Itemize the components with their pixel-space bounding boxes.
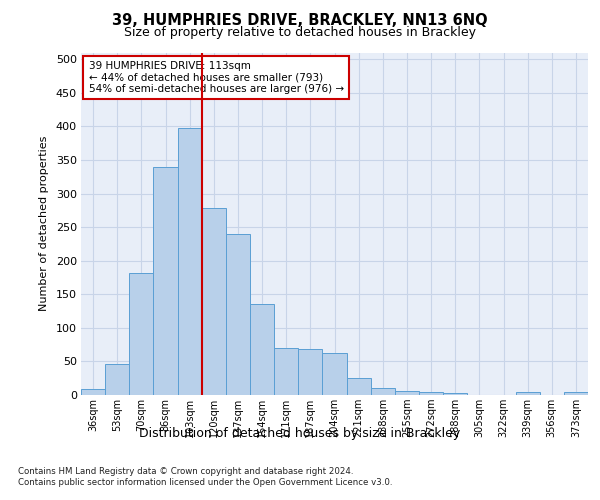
Bar <box>564 392 588 395</box>
Bar <box>298 350 322 395</box>
Bar <box>371 388 395 395</box>
Bar <box>226 234 250 395</box>
Bar <box>322 352 347 395</box>
Bar <box>178 128 202 395</box>
Text: Size of property relative to detached houses in Brackley: Size of property relative to detached ho… <box>124 26 476 39</box>
Bar <box>105 364 129 395</box>
Bar <box>443 393 467 395</box>
Text: Distribution of detached houses by size in Brackley: Distribution of detached houses by size … <box>139 428 461 440</box>
Bar <box>202 208 226 395</box>
Bar <box>395 391 419 395</box>
Bar <box>419 392 443 395</box>
Text: Contains HM Land Registry data © Crown copyright and database right 2024.
Contai: Contains HM Land Registry data © Crown c… <box>18 468 392 487</box>
Y-axis label: Number of detached properties: Number of detached properties <box>39 136 49 312</box>
Text: 39 HUMPHRIES DRIVE: 113sqm
← 44% of detached houses are smaller (793)
54% of sem: 39 HUMPHRIES DRIVE: 113sqm ← 44% of deta… <box>89 61 344 94</box>
Bar <box>81 389 105 395</box>
Bar <box>250 304 274 395</box>
Bar <box>347 378 371 395</box>
Bar <box>154 166 178 395</box>
Bar <box>274 348 298 395</box>
Bar <box>129 273 154 395</box>
Bar <box>515 392 540 395</box>
Text: 39, HUMPHRIES DRIVE, BRACKLEY, NN13 6NQ: 39, HUMPHRIES DRIVE, BRACKLEY, NN13 6NQ <box>112 13 488 28</box>
